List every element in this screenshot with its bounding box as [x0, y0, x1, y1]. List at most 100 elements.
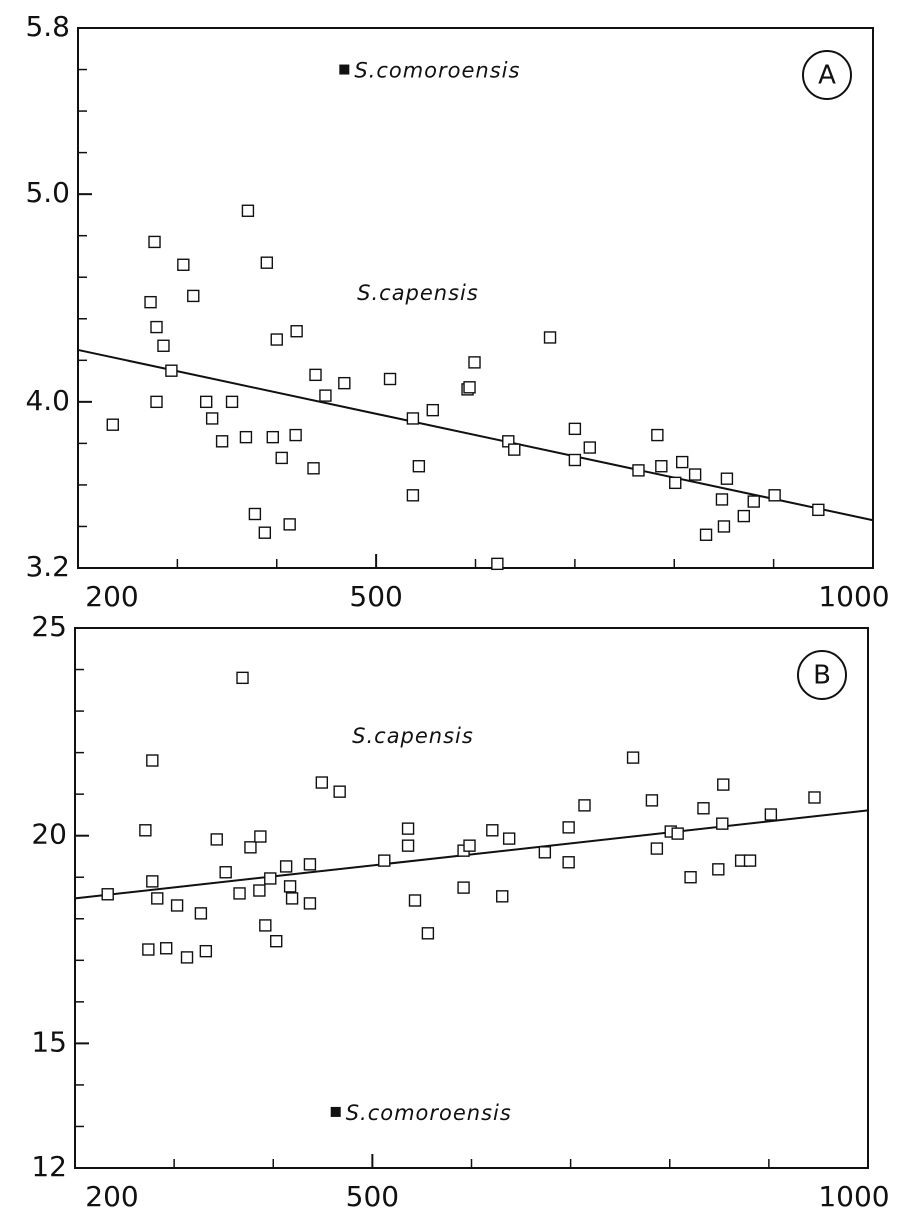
plot-frame [74, 627, 869, 1169]
open-point [655, 460, 668, 473]
panel-label: A [818, 61, 836, 91]
open-point [303, 858, 317, 871]
y-tick-label: 3.2 [25, 550, 70, 583]
x-tick-label: 1000 [818, 1180, 889, 1213]
open-point [401, 822, 415, 835]
x-tick-label: 1000 [818, 580, 889, 613]
y-tick-label: 25 [31, 610, 67, 643]
open-point [486, 824, 499, 837]
open-point [199, 395, 213, 409]
y-tick-label: 12 [31, 1150, 67, 1183]
x-tick-label: 200 [85, 1180, 138, 1213]
x-tick-label: 200 [85, 580, 138, 613]
open-point [177, 258, 190, 271]
open-point [669, 476, 682, 490]
open-point [236, 671, 249, 685]
open-point [568, 453, 582, 467]
x-tick-label: 500 [349, 580, 402, 613]
open-point [170, 899, 184, 912]
open-point [254, 830, 267, 843]
open-point [146, 875, 159, 888]
open-point [241, 204, 255, 217]
open-point [491, 557, 504, 571]
open-point [148, 235, 161, 249]
filled-point [330, 1106, 341, 1117]
open-point [378, 854, 391, 867]
open-point [244, 841, 257, 854]
open-point [307, 462, 320, 475]
species-label: S.comoroensis [346, 1101, 512, 1125]
open-point [406, 489, 420, 502]
y-tick-label: 4.0 [25, 384, 70, 417]
open-point [684, 871, 697, 884]
open-point [225, 395, 239, 409]
y-tick-label: 15 [31, 1025, 67, 1058]
open-point [199, 944, 213, 958]
panel-label: B [813, 661, 831, 691]
open-point [412, 460, 426, 473]
open-point [715, 493, 729, 506]
open-point [421, 927, 435, 940]
open-point [279, 860, 293, 873]
open-point [258, 526, 272, 539]
filled-point [339, 64, 350, 75]
open-point [248, 507, 262, 521]
panel-circle [802, 50, 852, 100]
open-point [764, 808, 778, 821]
open-point [457, 881, 470, 894]
open-point [264, 872, 277, 885]
open-point [270, 333, 283, 346]
open-point [502, 832, 516, 845]
open-point [180, 951, 194, 964]
open-point [401, 839, 415, 852]
open-point [408, 894, 422, 907]
open-point [165, 364, 178, 377]
open-point [562, 821, 575, 834]
open-point [150, 320, 163, 334]
open-point [651, 428, 664, 442]
open-point [543, 331, 557, 344]
open-point [253, 884, 266, 897]
open-point [383, 372, 397, 386]
open-point [406, 412, 420, 425]
open-point [157, 339, 170, 352]
open-point [697, 802, 710, 815]
open-point [219, 866, 232, 879]
open-point [205, 412, 219, 425]
open-point [743, 854, 757, 867]
x-tick-label: 500 [346, 1180, 399, 1213]
open-point [260, 256, 274, 269]
open-point [194, 907, 208, 920]
open-point [309, 368, 322, 382]
open-point [716, 817, 729, 830]
open-point [688, 468, 702, 481]
open-point [106, 418, 119, 431]
open-point [426, 403, 439, 417]
open-point [768, 489, 781, 502]
open-point [319, 389, 332, 402]
open-point [562, 856, 575, 869]
open-point [671, 827, 684, 840]
open-point [146, 754, 159, 767]
open-point [626, 751, 640, 764]
open-point [468, 356, 481, 369]
open-point [812, 503, 825, 517]
open-point [717, 520, 731, 533]
open-point [259, 919, 272, 932]
open-point [808, 791, 821, 804]
open-point [290, 325, 303, 338]
open-point [151, 892, 164, 905]
open-point [538, 846, 552, 859]
open-point [303, 897, 317, 910]
open-point [632, 464, 645, 477]
open-point [289, 428, 302, 442]
y-tick-label: 5.0 [25, 176, 70, 209]
open-point [568, 422, 582, 436]
panel-circle [797, 650, 847, 700]
open-point [338, 376, 351, 390]
open-point [315, 776, 329, 789]
open-point [583, 441, 596, 454]
trend-line [74, 809, 869, 900]
open-point [645, 794, 659, 807]
